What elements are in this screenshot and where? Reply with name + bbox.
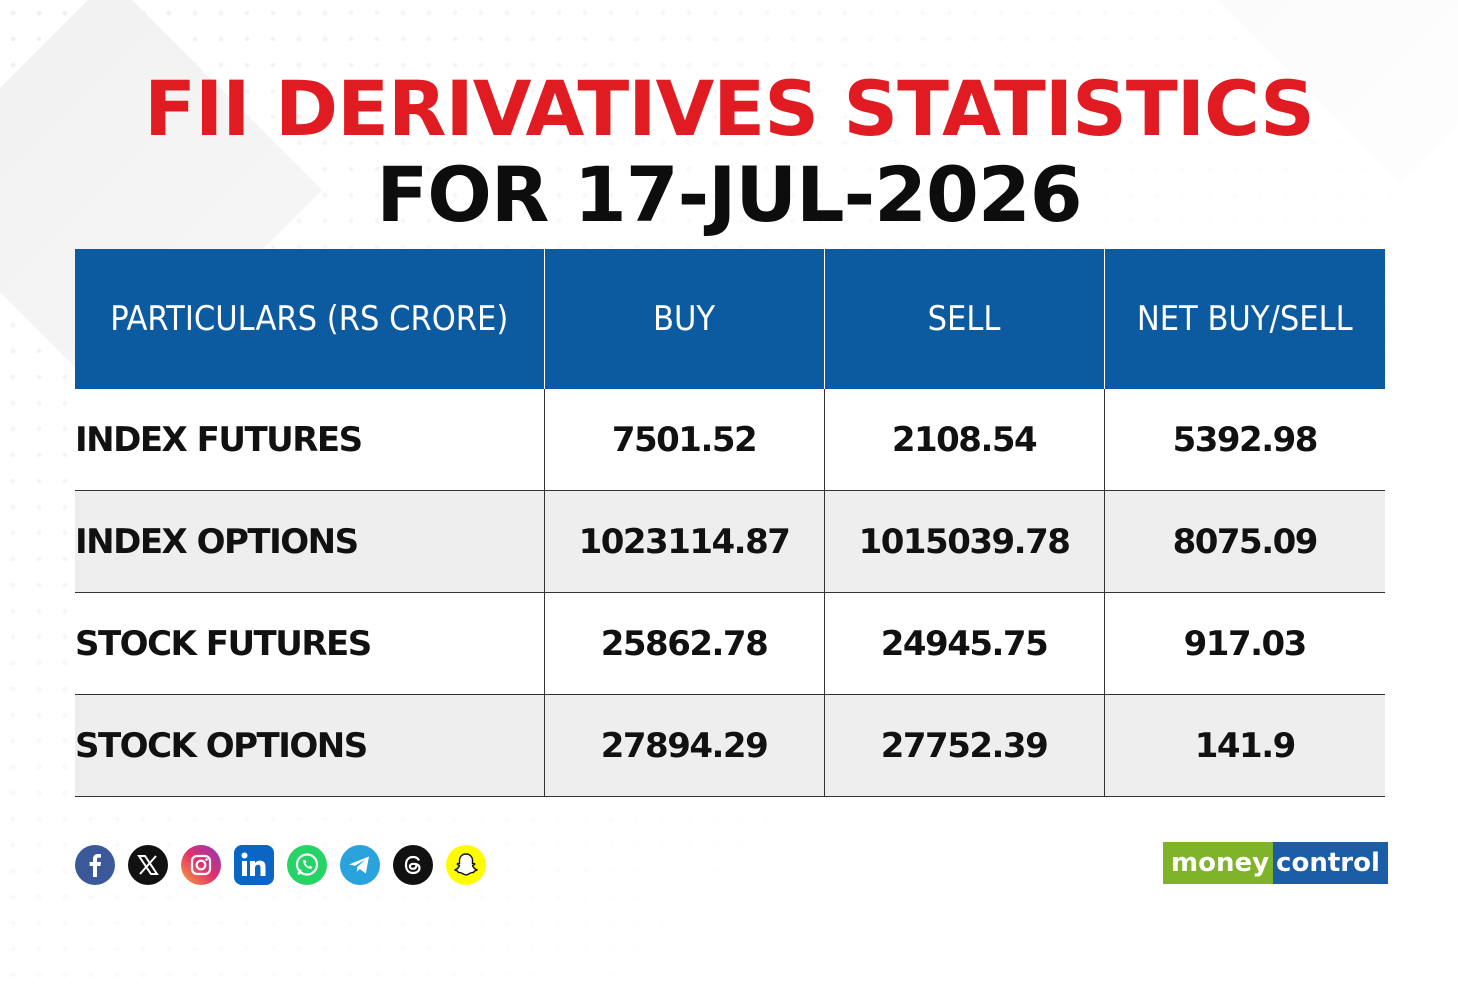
net-cell: 141.9 bbox=[1103, 694, 1385, 797]
column-header: PARTICULARS (RS CRORE) bbox=[75, 249, 544, 389]
social-icons bbox=[75, 845, 486, 885]
sell-cell: 24945.75 bbox=[823, 592, 1104, 695]
whatsapp-icon[interactable] bbox=[287, 845, 327, 885]
row-label: STOCK OPTIONS bbox=[75, 694, 544, 797]
buy-cell: 1023114.87 bbox=[543, 490, 824, 593]
table-row: INDEX FUTURES 7501.52 2108.54 5392.98 bbox=[75, 389, 1385, 491]
table-row: STOCK OPTIONS 27894.29 27752.39 141.9 bbox=[75, 694, 1385, 797]
snapchat-icon[interactable] bbox=[446, 845, 486, 885]
linkedin-icon[interactable] bbox=[234, 845, 274, 885]
sell-cell: 2108.54 bbox=[823, 389, 1104, 491]
buy-cell: 25862.78 bbox=[543, 592, 824, 695]
table-row: INDEX OPTIONS 1023114.87 1015039.78 8075… bbox=[75, 490, 1385, 593]
table-header-row: PARTICULARS (RS CRORE) BUY SELL NET BUY/… bbox=[75, 249, 1385, 389]
net-cell: 8075.09 bbox=[1103, 490, 1385, 593]
row-label: STOCK FUTURES bbox=[75, 592, 544, 695]
page-subtitle: FOR 17-JUL-2026 bbox=[376, 150, 1082, 239]
x-icon[interactable] bbox=[128, 845, 168, 885]
instagram-icon[interactable] bbox=[181, 845, 221, 885]
buy-cell: 27894.29 bbox=[543, 694, 824, 797]
logo-part-money: money bbox=[1163, 842, 1274, 884]
column-header: BUY bbox=[543, 249, 824, 389]
threads-icon[interactable] bbox=[393, 845, 433, 885]
table-row: STOCK FUTURES 25862.78 24945.75 917.03 bbox=[75, 592, 1385, 695]
statistics-table: PARTICULARS (RS CRORE) BUY SELL NET BUY/… bbox=[75, 249, 1385, 797]
facebook-icon[interactable] bbox=[75, 845, 115, 885]
row-label: INDEX OPTIONS bbox=[75, 490, 544, 593]
buy-cell: 7501.52 bbox=[543, 389, 824, 491]
row-label: INDEX FUTURES bbox=[75, 389, 544, 491]
net-cell: 917.03 bbox=[1103, 592, 1385, 695]
logo-part-control: control bbox=[1273, 842, 1388, 884]
sell-cell: 1015039.78 bbox=[823, 490, 1104, 593]
page-title: FII DERIVATIVES STATISTICS bbox=[144, 64, 1315, 153]
column-header: NET BUY/SELL bbox=[1103, 249, 1385, 389]
telegram-icon[interactable] bbox=[340, 845, 380, 885]
column-header: SELL bbox=[823, 249, 1104, 389]
moneycontrol-logo: money control bbox=[1163, 842, 1388, 884]
net-cell: 5392.98 bbox=[1103, 389, 1385, 491]
sell-cell: 27752.39 bbox=[823, 694, 1104, 797]
